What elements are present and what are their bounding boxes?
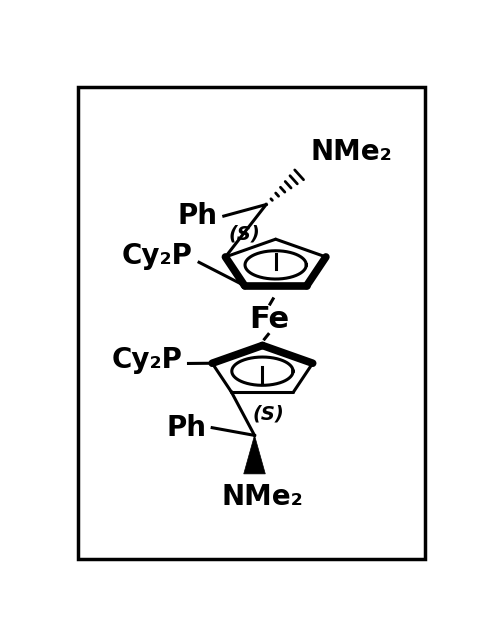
Text: Ph: Ph bbox=[166, 413, 206, 442]
Text: Cy₂P: Cy₂P bbox=[122, 242, 193, 270]
Text: NMe₂: NMe₂ bbox=[311, 138, 392, 166]
Text: Ph: Ph bbox=[178, 202, 218, 230]
Text: NMe₂: NMe₂ bbox=[221, 483, 303, 511]
Text: Fe: Fe bbox=[249, 305, 289, 334]
Text: (S): (S) bbox=[229, 224, 261, 243]
Polygon shape bbox=[244, 435, 265, 474]
Text: (S): (S) bbox=[252, 404, 284, 423]
Text: Cy₂P: Cy₂P bbox=[111, 345, 182, 374]
